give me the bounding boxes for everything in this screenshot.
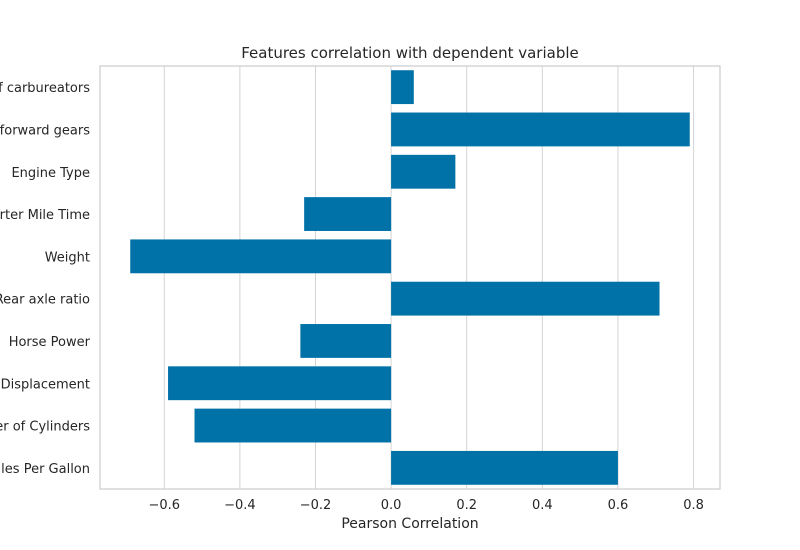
x-tick-label: 0.4: [532, 498, 553, 513]
bars: [130, 70, 690, 485]
bar-displacement: [168, 366, 392, 401]
bar-horse-power: [300, 324, 392, 358]
y-tick-label: f forward gears: [0, 123, 90, 138]
x-tick-label: 0.2: [456, 498, 477, 513]
plot-frame: [99, 65, 721, 490]
bar-miles-per-gallon: [391, 450, 618, 485]
y-tick-label: Engine Type: [11, 166, 90, 181]
y-tick-label: of carbureators: [0, 81, 90, 96]
y-tick-label: Weight: [45, 250, 90, 265]
bar-rear-axle-ratio: [391, 281, 660, 316]
x-tick-label: 0.8: [683, 498, 704, 513]
bar-number-of-carbureators: [391, 70, 414, 105]
y-tick-labels: iles Per Gallon er of Cylinders Displaceme…: [0, 81, 91, 477]
y-tick-label: er of Cylinders: [0, 420, 90, 435]
x-axis-title: Pearson Correlation: [341, 516, 478, 532]
x-tick-label: 0.0: [381, 498, 402, 513]
bar-quarter-mile-time: [304, 197, 392, 231]
bar-engine-type: [391, 154, 456, 189]
bar-number-of-forward-gears: [391, 112, 690, 147]
bar-weight: [130, 239, 392, 274]
y-tick-label: Horse Power: [9, 335, 91, 350]
y-tick-label: Rear axle ratio: [0, 293, 90, 308]
x-tick-label: −0.4: [224, 498, 256, 513]
y-tick-label: Displacement: [1, 377, 90, 392]
x-tick-label: 0.6: [608, 498, 629, 513]
chart-title: Features correlation with dependent vari…: [241, 44, 579, 62]
x-tick-labels: −0.6 −0.4 −0.2 0.0 0.2 0.4 0.6 0.8: [148, 498, 703, 513]
bar-number-of-cylinders: [194, 408, 392, 443]
x-tick-label: −0.6: [148, 498, 180, 513]
x-tick-label: −0.2: [300, 498, 332, 513]
y-tick-label: arter Mile Time: [0, 208, 90, 223]
y-tick-label: iles Per Gallon: [0, 462, 90, 477]
